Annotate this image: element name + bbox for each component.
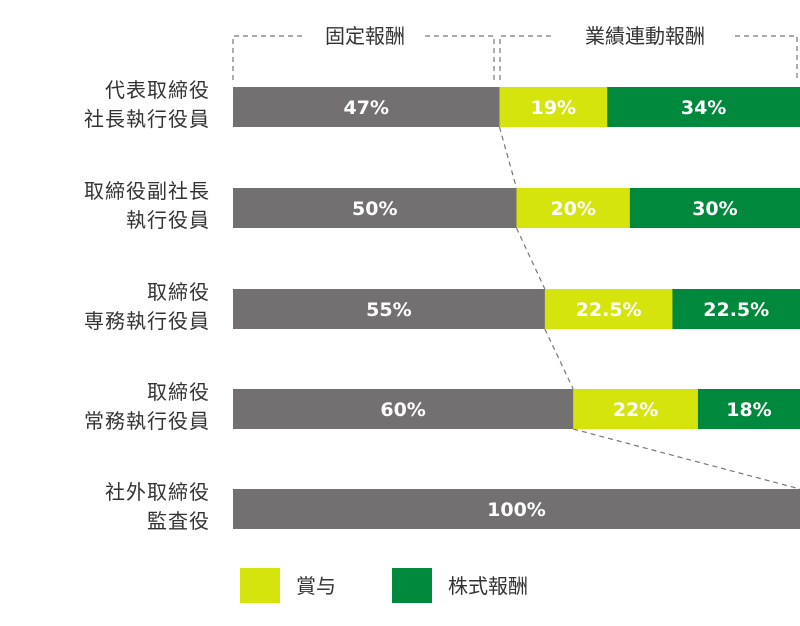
connectors bbox=[498, 126, 800, 490]
value-label-bonus: 20% bbox=[550, 198, 595, 220]
bar-bonus bbox=[544, 289, 673, 329]
value-label-bonus: 19% bbox=[531, 97, 576, 119]
value-label-fixed: 100% bbox=[487, 499, 546, 521]
connector-line bbox=[515, 227, 546, 290]
legend-swatch-stock bbox=[392, 568, 432, 603]
fixed-bracket bbox=[232, 35, 495, 80]
fixed-header: 固定報酬 bbox=[325, 24, 405, 48]
category-label: 専務執行役員 bbox=[84, 309, 210, 333]
value-label-stock: 34% bbox=[681, 97, 726, 119]
category-label: 代表取締役 bbox=[105, 78, 210, 102]
bar-stock bbox=[672, 289, 800, 329]
performance-bracket bbox=[499, 35, 798, 80]
bar-stock bbox=[697, 389, 800, 429]
category-label: 執行役員 bbox=[126, 208, 210, 232]
value-label-fixed: 55% bbox=[366, 299, 411, 321]
value-label-fixed: 60% bbox=[380, 399, 425, 421]
category-label: 取締役副社長 bbox=[84, 179, 210, 203]
category-label: 取締役 bbox=[147, 380, 210, 404]
category-label: 取締役 bbox=[147, 280, 210, 304]
legend-label-bonus: 賞与 bbox=[296, 574, 336, 598]
bar-fixed bbox=[233, 389, 574, 429]
category-label: 社長執行役員 bbox=[84, 107, 210, 131]
value-label-bonus: 22% bbox=[613, 399, 658, 421]
connector-line bbox=[573, 428, 800, 490]
bar-bonus bbox=[499, 87, 608, 127]
bar-bonus bbox=[573, 389, 699, 429]
value-label-stock: 30% bbox=[692, 198, 737, 220]
category-label: 常務執行役員 bbox=[84, 409, 210, 433]
category-label: 監査役 bbox=[147, 509, 210, 533]
connector-line bbox=[544, 328, 574, 390]
legend-label-stock: 株式報酬 bbox=[448, 574, 528, 598]
legend: 賞与 株式報酬 bbox=[240, 568, 528, 603]
legend-swatch-bonus bbox=[240, 568, 280, 603]
value-label-stock: 18% bbox=[726, 399, 771, 421]
bar-fixed bbox=[233, 188, 517, 228]
bar-fixed bbox=[233, 87, 500, 127]
bar-fixed bbox=[233, 489, 800, 529]
value-label-bonus: 22.5% bbox=[576, 299, 642, 321]
bars: 47% 19% 34% 50% 20% 30% 55% 22.5% 22.5% 60% 22% 18%… bbox=[233, 87, 800, 529]
bar-stock bbox=[607, 87, 800, 127]
value-label-fixed: 50% bbox=[352, 198, 397, 220]
performance-header: 業績連動報酬 bbox=[585, 24, 705, 48]
category-labels: 代表取締役社長執行役員取締役副社長執行役員取締役専務執行役員取締役常務執行役員社… bbox=[84, 78, 210, 533]
connector-line bbox=[498, 126, 518, 189]
value-label-fixed: 47% bbox=[344, 97, 389, 119]
category-label: 社外取締役 bbox=[105, 480, 210, 504]
bar-bonus bbox=[516, 188, 631, 228]
value-label-stock: 22.5% bbox=[703, 299, 769, 321]
bar-stock bbox=[629, 188, 800, 228]
bar-fixed bbox=[233, 289, 546, 329]
group-brackets: 固定報酬 業績連動報酬 bbox=[232, 24, 798, 80]
